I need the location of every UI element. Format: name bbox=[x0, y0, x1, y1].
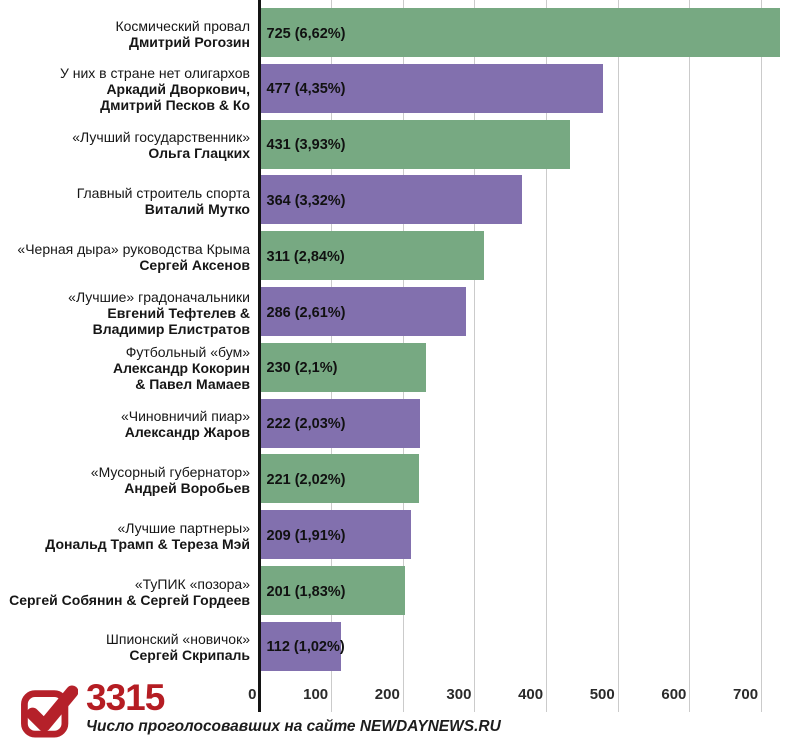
category-title-line: «Лучший государственник» bbox=[72, 129, 250, 146]
category-label: У них в стране нет олигархов Аркадий Двор… bbox=[0, 65, 250, 113]
y-axis-line bbox=[258, 0, 261, 712]
bar-value-label: 725 (6,62%) bbox=[266, 25, 346, 42]
category-label: Футбольный «бум» Александр Кокорин & Павел… bbox=[0, 344, 250, 392]
bar bbox=[261, 566, 406, 615]
category-name-line: Сергей Собянин & Сергей Гордеев bbox=[9, 591, 250, 608]
bar bbox=[261, 63, 603, 113]
gridline bbox=[761, 0, 763, 712]
x-axis-tick-label: 200 bbox=[374, 686, 400, 703]
category-label: Главный строитель спорта Виталий Мутко bbox=[0, 185, 250, 217]
category-label: «Лучший государственник» Ольга Глацких bbox=[0, 129, 250, 161]
x-axis-tick-label: 600 bbox=[661, 686, 687, 703]
category-title-line: «ТуПИК «позора» bbox=[134, 575, 250, 592]
category-label: Космический провал Дмитрий Рогозин bbox=[0, 18, 250, 50]
x-axis-tick-label: 400 bbox=[518, 686, 544, 703]
bar-value-label: 286 (2,61%) bbox=[266, 304, 346, 321]
bar bbox=[261, 8, 781, 57]
bar-value-label: 222 (2,03%) bbox=[266, 416, 346, 433]
category-title-line: «Лучшие» градоначальники bbox=[68, 288, 250, 305]
bar-value-label: 201 (1,83%) bbox=[266, 583, 346, 600]
bar bbox=[261, 342, 426, 392]
category-name-line: Сергей Скрипаль bbox=[129, 647, 250, 664]
bar bbox=[261, 510, 411, 560]
category-label: «Чиновничий пиар» Александр Жаров bbox=[0, 408, 250, 440]
category-name-line: & Павел Мамаев bbox=[135, 376, 250, 393]
category-title-line: «Чиновничий пиар» bbox=[120, 408, 250, 425]
category-title-line: У них в стране нет олигархов bbox=[59, 65, 250, 82]
category-title-line: «Мусорный губернатор» bbox=[90, 463, 250, 480]
category-label: «Черная дыра» руководства Крыма Сергей Ак… bbox=[0, 241, 250, 273]
x-axis-tick-label: 700 bbox=[733, 686, 759, 703]
category-name-line: Дмитрий Рогозин bbox=[128, 33, 250, 50]
category-name-line: Сергей Аксенов bbox=[139, 256, 250, 273]
category-label: «ТуПИК «позора» Сергей Собянин & Сергей Г… bbox=[0, 576, 250, 608]
bar-value-label: 221 (2,02%) bbox=[266, 471, 346, 488]
x-axis-tick-label: 300 bbox=[446, 686, 472, 703]
bar-value-label: 209 (1,91%) bbox=[266, 527, 346, 544]
bar-value-label: 230 (2,1%) bbox=[266, 360, 338, 377]
category-label: «Лучшие» градоначальники Евгений Тефтелев… bbox=[0, 289, 250, 337]
checkbox-checked-icon bbox=[21, 685, 78, 738]
category-name-line: Александр Кокорин bbox=[112, 360, 250, 377]
bar bbox=[261, 454, 420, 504]
category-title-line: «Черная дыра» руководства Крыма bbox=[17, 240, 250, 257]
x-axis-tick-label: 500 bbox=[589, 686, 615, 703]
category-name-line: Андрей Воробьев bbox=[124, 479, 250, 496]
category-name-line: Евгений Тефтелев & bbox=[107, 304, 250, 321]
bar bbox=[261, 398, 421, 448]
bar-value-label: 364 (3,32%) bbox=[266, 192, 346, 209]
category-title-line: Космический провал bbox=[115, 17, 250, 34]
x-axis-tick-label: 0 bbox=[248, 686, 257, 703]
category-label: Шпионский «новичок» Сергей Скрипаль bbox=[0, 631, 250, 663]
bar-value-label: 112 (1,02%) bbox=[266, 639, 345, 656]
x-axis-tick-label: 100 bbox=[303, 686, 329, 703]
bar-value-label: 477 (4,35%) bbox=[266, 81, 346, 98]
bar bbox=[261, 287, 466, 336]
bar bbox=[261, 621, 342, 671]
category-title-line: Главный строитель спорта bbox=[76, 184, 250, 201]
category-name-line: Ольга Глацких bbox=[148, 145, 250, 162]
category-label: «Мусорный губернатор» Андрей Воробьев bbox=[0, 464, 250, 496]
category-label: «Лучшие партнеры» Дональд Трамп & Тереза … bbox=[0, 520, 250, 552]
category-title-line: «Лучшие партнеры» bbox=[117, 519, 250, 536]
gridline bbox=[617, 0, 619, 712]
category-name-line: Дмитрий Песков & Ко bbox=[100, 97, 250, 114]
bar-value-label: 311 (2,84%) bbox=[266, 248, 345, 265]
gridline bbox=[689, 0, 691, 712]
bar bbox=[261, 119, 570, 169]
total-votes: 3315 bbox=[86, 677, 165, 718]
category-title-line: Футбольный «бум» bbox=[125, 344, 250, 361]
bar-value-label: 431 (3,93%) bbox=[266, 137, 346, 154]
category-name-line: Виталий Мутко bbox=[144, 200, 250, 217]
category-title-line: Шпионский «новичок» bbox=[106, 631, 250, 648]
category-name-line: Аркадий Дворкович, bbox=[106, 81, 250, 98]
gridline bbox=[546, 0, 548, 712]
category-name-line: Дональд Трамп & Тереза Мэй bbox=[45, 535, 250, 552]
category-name-line: Владимир Елистратов bbox=[92, 320, 250, 337]
bar bbox=[261, 175, 522, 225]
chart-caption: Число проголосовавших на сайте NEWDAYNEW… bbox=[86, 718, 501, 735]
bar bbox=[261, 231, 484, 281]
gridline bbox=[474, 0, 476, 712]
category-name-line: Александр Жаров bbox=[124, 424, 250, 441]
